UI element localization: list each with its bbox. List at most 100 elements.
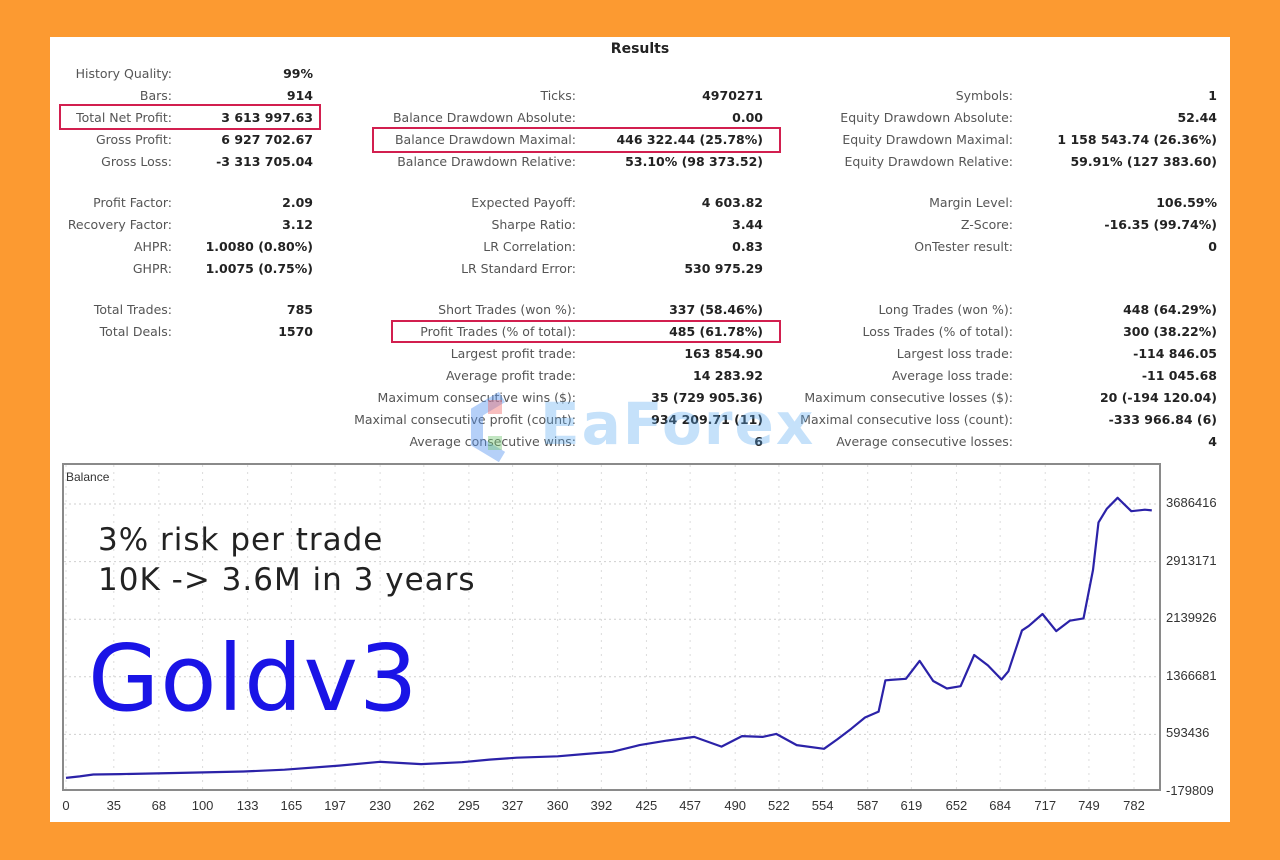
chart-title: Balance <box>66 470 110 484</box>
stat-value: 1.0075 (0.75%) <box>205 261 313 276</box>
x-tick-label: 100 <box>191 798 214 813</box>
x-tick-label: 0 <box>62 798 70 813</box>
product-label: Goldv3 <box>88 625 419 732</box>
stat-value: 6 927 702.67 <box>221 132 313 147</box>
x-tick-label: 230 <box>369 798 391 813</box>
stat-value: -16.35 (99.74%) <box>1104 217 1217 232</box>
highlight-balance-drawdown-maximal <box>372 127 781 153</box>
stat-label: Largest loss trade: <box>896 346 1013 361</box>
stat-value: 52.44 <box>1177 110 1217 125</box>
x-tick-label: 490 <box>724 798 747 813</box>
highlight-profit-trades <box>391 320 781 343</box>
stat-value: 59.91% (127 383.60) <box>1070 154 1217 169</box>
stat-label: AHPR: <box>133 239 172 254</box>
highlight-total-net-profit <box>59 104 321 130</box>
stat-value: 99% <box>283 66 313 81</box>
stat-value: -11 045.68 <box>1141 368 1217 383</box>
stat-label: Long Trades (won %): <box>878 302 1013 317</box>
stat-label: OnTester result: <box>914 239 1013 254</box>
x-tick-label: 684 <box>989 798 1012 813</box>
x-tick-label: 197 <box>324 798 346 813</box>
annotation-growth: 10K -> 3.6M in 3 years <box>98 562 476 598</box>
stat-value: 0.83 <box>732 239 763 254</box>
stat-value: 4 <box>1208 434 1217 449</box>
x-tick-label: 522 <box>768 798 790 813</box>
stat-value: 3.12 <box>282 217 313 232</box>
stat-value: -3 313 705.04 <box>216 154 313 169</box>
stat-label: Balance Drawdown Relative: <box>397 154 576 169</box>
stat-label: Average consecutive wins: <box>409 434 576 449</box>
stat-value: 446 322.44 (25.78%) <box>616 132 763 147</box>
y-tick-label: 1366681 <box>1166 667 1217 683</box>
stat-value: 20 (-194 120.04) <box>1099 390 1217 405</box>
stat-value: 1570 <box>278 324 313 339</box>
x-tick-label: 133 <box>236 798 259 813</box>
x-tick-label: 587 <box>856 798 879 813</box>
stat-label: Average profit trade: <box>445 368 576 383</box>
x-tick-label: 262 <box>412 798 435 813</box>
stat-label: LR Correlation: <box>483 239 576 254</box>
stat-label: Average consecutive losses: <box>836 434 1013 449</box>
stat-label: Sharpe Ratio: <box>491 217 576 232</box>
stat-label: Loss Trades (% of total): <box>862 324 1013 339</box>
y-tick-label: 2139926 <box>1166 610 1217 626</box>
stat-value: 337 (58.46%) <box>669 302 763 317</box>
stat-value: 300 (38.22%) <box>1123 324 1217 339</box>
y-tick-label: 593436 <box>1166 725 1210 741</box>
stat-value: 4 603.82 <box>701 195 763 210</box>
stat-label: GHPR: <box>132 261 172 276</box>
x-tick-label: 68 <box>151 798 167 813</box>
stat-label: Maximum consecutive wins ($): <box>377 390 576 405</box>
y-tick-label: 3686416 <box>1166 495 1217 510</box>
x-tick-label: 392 <box>590 798 613 813</box>
stat-label: Equity Drawdown Relative: <box>844 154 1013 169</box>
stat-label: Balance Drawdown Absolute: <box>392 110 576 125</box>
stat-value: 1.0080 (0.80%) <box>205 239 313 254</box>
stat-label: Total Net Profit: <box>76 110 172 125</box>
x-tick-label: 619 <box>900 798 923 813</box>
stat-value: 1 158 543.74 (26.36%) <box>1057 132 1217 147</box>
stat-value: 6 <box>754 434 763 449</box>
x-tick-label: 457 <box>679 798 701 813</box>
stat-label: Expected Payoff: <box>471 195 576 210</box>
stat-label: Gross Profit: <box>95 132 172 147</box>
x-tick-label: 652 <box>945 798 968 813</box>
stat-value: 2.09 <box>282 195 313 210</box>
stat-value: 3 613 997.63 <box>221 110 313 125</box>
x-tick-label: 749 <box>1078 798 1100 813</box>
stat-label: Bars: <box>139 88 172 103</box>
stat-value: 485 (61.78%) <box>669 324 763 339</box>
x-tick-label: 35 <box>106 798 122 813</box>
stat-label: Profit Factor: <box>93 195 172 210</box>
stat-value: 53.10% (98 373.52) <box>625 154 763 169</box>
stat-label: Maximal consecutive loss (count): <box>800 412 1013 427</box>
stat-value: 914 <box>286 88 313 103</box>
stat-value: 1 <box>1208 88 1217 103</box>
results-title: Results <box>610 41 670 57</box>
x-tick-label: 360 <box>546 798 569 813</box>
stat-label: LR Standard Error: <box>461 261 576 276</box>
x-tick-label: 717 <box>1034 798 1057 813</box>
stat-value: 0.00 <box>732 110 763 125</box>
annotation-risk: 3% risk per trade <box>98 522 384 558</box>
stat-value: 35 (729 905.36) <box>651 390 763 405</box>
stat-value: 163 854.90 <box>684 346 763 361</box>
stat-label: Total Deals: <box>99 324 172 339</box>
stat-label: Gross Loss: <box>101 154 172 169</box>
stat-value: 106.59% <box>1156 195 1217 210</box>
stat-value: -114 846.05 <box>1133 346 1217 361</box>
stat-label: Maximum consecutive losses ($): <box>804 390 1013 405</box>
x-tick-label: 327 <box>501 798 524 813</box>
stat-value: 3.44 <box>732 217 763 232</box>
stat-label: Equity Drawdown Absolute: <box>840 110 1013 125</box>
stat-label: Z-Score: <box>960 217 1013 232</box>
stat-value: 448 (64.29%) <box>1123 302 1217 317</box>
stat-label: Maximal consecutive profit (count): <box>354 412 576 427</box>
stat-value: 934 209.71 (11) <box>651 412 763 427</box>
stat-label: Total Trades: <box>93 302 172 317</box>
x-tick-label: 425 <box>635 798 658 813</box>
balance-chart <box>62 463 1161 791</box>
y-tick-label: -179809 <box>1166 783 1214 798</box>
y-tick-label: 2913171 <box>1166 552 1217 568</box>
